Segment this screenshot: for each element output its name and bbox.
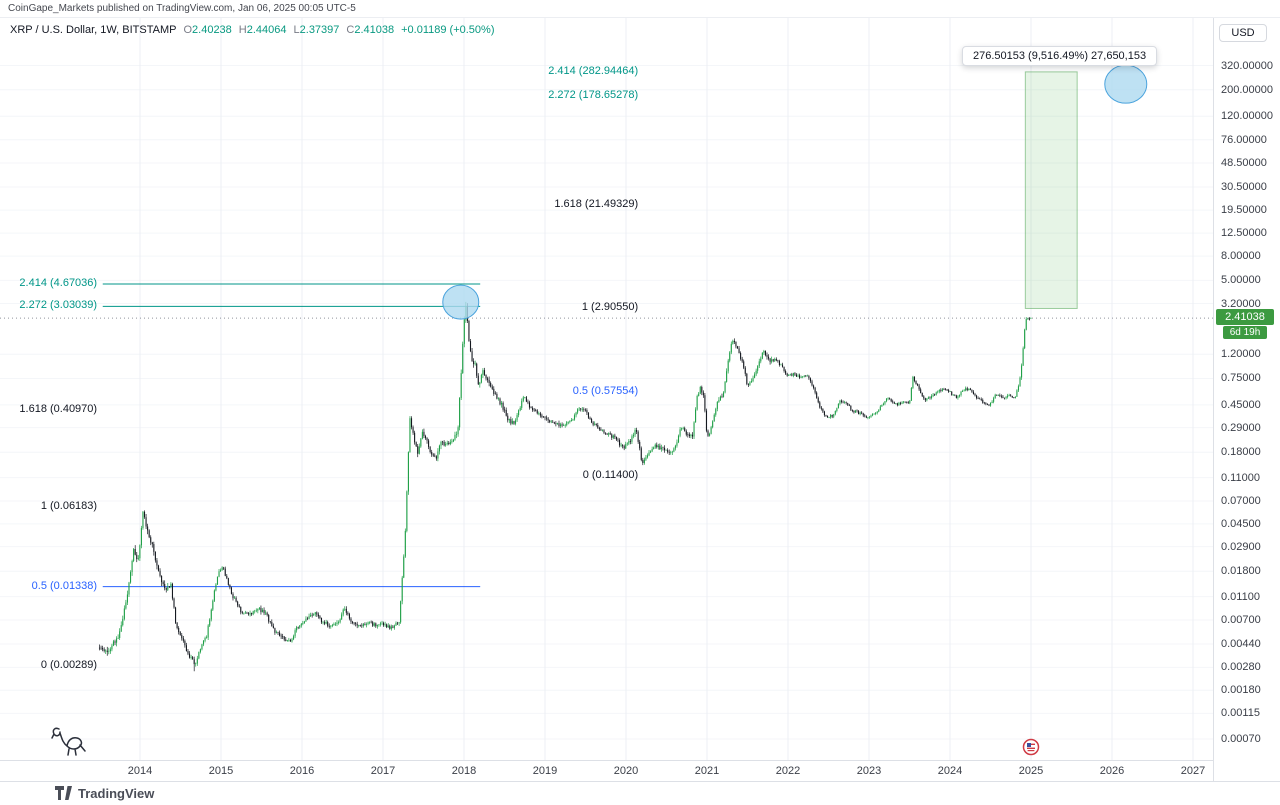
year-label: 2015 — [208, 765, 234, 777]
ellipse-drawing — [442, 284, 480, 320]
year-label: 2027 — [1180, 765, 1206, 777]
price-tick-label: 0.02900 — [1221, 540, 1261, 553]
ohlc-value: O2.40238 — [183, 24, 232, 36]
fib-level-label[interactable]: 2.272 (178.65278) — [548, 88, 639, 101]
price-tick-label: 19.50000 — [1221, 204, 1267, 217]
price-axis[interactable]: USD 320.00000 200.00000 120.00000 76.00000 4… — [1213, 18, 1280, 781]
bodies-up — [105, 306, 1032, 665]
year-label: 2018 — [451, 765, 477, 777]
bar-countdown-badge: 6d 19h — [1223, 326, 1267, 340]
tradingview-logo-text: TradingView — [78, 786, 155, 801]
price-tick-label: 0.07000 — [1221, 495, 1261, 508]
price-tick-label: 0.00440 — [1221, 638, 1261, 651]
price-tick-label: 200.00000 — [1221, 83, 1273, 96]
price-tick-label: 3.20000 — [1221, 297, 1261, 310]
price-tick-label: 0.00070 — [1221, 733, 1261, 746]
year-label: 2014 — [127, 765, 153, 777]
year-label: 2023 — [856, 765, 882, 777]
price-tick-label: 76.00000 — [1221, 133, 1267, 146]
year-label: 2025 — [1018, 765, 1044, 777]
fib-level-label[interactable]: 2.414 (4.67036) — [19, 276, 98, 289]
bottom-bar: TradingView — [0, 781, 1280, 805]
price-tick-label: 0.01800 — [1221, 565, 1261, 578]
wicks-down — [99, 303, 1030, 672]
year-label: 2016 — [289, 765, 315, 777]
bodies-down — [98, 306, 1030, 665]
price-pane[interactable] — [0, 0, 1213, 781]
price-tick-label: 48.50000 — [1221, 157, 1267, 169]
ellipse-drawings[interactable] — [442, 64, 1148, 320]
price-tick-label: 0.00180 — [1221, 684, 1261, 697]
currency-button[interactable]: USD — [1219, 24, 1267, 42]
fib-level-label[interactable]: 0 (0.00289) — [40, 658, 98, 671]
symbol-legend: XRP / U.S. Dollar, 1W, BITSTAMP O2.40238 H… — [10, 24, 495, 36]
tradingview-logo[interactable]: TradingView — [55, 786, 154, 801]
ohlc-values: O2.40238 H2.44064 L2.37397 C2.41038 — [176, 24, 394, 36]
ellipse-drawing — [1104, 64, 1148, 104]
price-tick-label: 30.50000 — [1221, 180, 1267, 193]
price-tick-label: 5.00000 — [1221, 274, 1261, 287]
header-divider — [0, 17, 1280, 18]
wicks-up — [105, 301, 1032, 667]
price-tick-label: 0.01100 — [1221, 590, 1260, 603]
fib-measure-tooltip: 276.50153 (9,516.49%) 27,650,153 — [962, 46, 1158, 66]
price-tick-label: 320.00000 — [1221, 59, 1273, 72]
dinosaur-doodle-drawing[interactable] — [51, 727, 86, 756]
year-label: 2020 — [613, 765, 639, 777]
year-label: 2021 — [694, 765, 720, 777]
fib-level-label[interactable]: 1 (0.06183) — [40, 500, 98, 513]
fib-level-label[interactable]: 2.414 (282.94464) — [548, 64, 639, 77]
year-label: 2019 — [532, 765, 558, 777]
fib-level-label[interactable]: 1 (2.90550) — [581, 301, 639, 314]
price-tick-label: 0.11000 — [1221, 471, 1260, 484]
last-price-badge: 2.41038 — [1216, 309, 1274, 326]
price-tick-label: 0.00115 — [1221, 707, 1260, 720]
fib-extension-lines[interactable] — [102, 283, 481, 588]
fib-level-label[interactable]: 1.618 (21.49329) — [554, 198, 639, 211]
fib-level-label[interactable]: 0.5 (0.57554) — [572, 385, 639, 398]
candlestick-series — [98, 301, 1032, 672]
projection-box[interactable] — [1024, 71, 1078, 309]
fib-level-label[interactable]: 1.618 (0.40970) — [19, 402, 98, 415]
fib-level-label[interactable]: 0 (0.11400) — [582, 468, 639, 481]
change-value: +0.01189 (+0.50%) — [401, 24, 495, 36]
price-tick-label: 8.00000 — [1221, 250, 1261, 263]
price-tick-label: 0.75000 — [1221, 372, 1261, 385]
year-label: 2022 — [775, 765, 801, 777]
price-tick-label: 0.00280 — [1221, 661, 1261, 674]
price-tick-label: 1.20000 — [1221, 348, 1261, 361]
price-tick-label: 0.29000 — [1221, 421, 1261, 434]
symbol-title[interactable]: XRP / U.S. Dollar, 1W, BITSTAMP — [10, 24, 177, 36]
year-label: 2024 — [937, 765, 963, 777]
fib-level-label[interactable]: 2.272 (3.03039) — [19, 299, 98, 312]
ohlc-value: L2.37397 — [293, 24, 340, 36]
grid-lines — [0, 18, 1213, 760]
attribution-text: CoinGape_Markets published on TradingVie… — [8, 3, 356, 14]
event-marker-icon[interactable] — [1022, 738, 1040, 756]
ohlc-value: H2.44064 — [238, 24, 287, 36]
price-tick-label: 12.50000 — [1221, 227, 1267, 240]
price-tick-label: 0.04500 — [1221, 517, 1261, 530]
price-tick-label: 0.45000 — [1221, 398, 1261, 411]
fib-level-label[interactable]: 0.5 (0.01338) — [31, 579, 98, 592]
year-label: 2026 — [1099, 765, 1125, 777]
ohlc-value: C2.41038 — [346, 24, 395, 36]
price-tick-label: 0.18000 — [1221, 446, 1261, 459]
price-tick-label: 0.00700 — [1221, 614, 1261, 627]
tradingview-logo-icon — [55, 786, 72, 800]
price-tick-label: 120.00000 — [1221, 110, 1273, 123]
time-axis[interactable]: 2014 2015 2016 2017 2018 2019 2020 2021 2022 2023… — [0, 760, 1280, 781]
year-label: 2017 — [370, 765, 396, 777]
